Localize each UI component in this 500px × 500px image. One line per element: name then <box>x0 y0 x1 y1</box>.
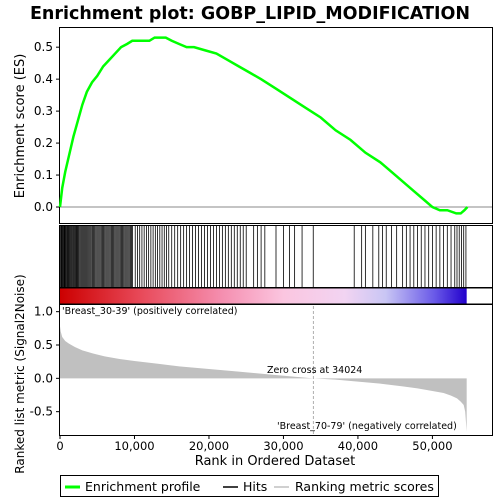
legend-box <box>60 475 439 497</box>
hits-group <box>60 226 467 287</box>
legend-es-label: Enrichment profile <box>85 479 201 494</box>
es-y-tick-label: 0.0 <box>34 200 53 214</box>
es-y-tick-label: 0.2 <box>34 136 53 150</box>
metric-y-label: Ranked list metric (Signal2Noise) <box>13 274 27 473</box>
x-axis: 0 10,000 20,000 30,000 40,000 50,000 <box>56 435 453 453</box>
es-y-tick-label: 0.3 <box>34 104 53 118</box>
es-panel-frame <box>59 27 493 224</box>
x-tick-label: 0 <box>56 439 63 453</box>
es-y-label: Enrichment score (ES) <box>13 54 28 199</box>
metric-y-axis: -0.5 0.0 0.5 1.0 <box>30 305 60 419</box>
legend-metric-label: Ranking metric scores <box>295 479 434 494</box>
es-y-tick-label: 0.4 <box>34 72 53 86</box>
metric-y-tick-label: -0.5 <box>30 405 53 419</box>
metric-panel-frame <box>59 304 493 436</box>
x-tick-label: 20,000 <box>189 439 229 453</box>
negative-label: 'Breast_70-79' (negatively correlated) <box>277 421 457 432</box>
x-tick-label: 50,000 <box>412 439 452 453</box>
es-y-axis: 0.0 0.1 0.2 0.3 0.4 0.5 <box>34 40 60 214</box>
positive-label: 'Breast_30-39' (positively correlated) <box>62 306 238 317</box>
es-y-tick-label: 0.5 <box>34 40 53 54</box>
x-tick-label: 10,000 <box>114 439 154 453</box>
metric-y-tick-label: 1.0 <box>34 305 53 319</box>
metric-y-tick-label: 0.0 <box>34 371 53 385</box>
x-axis-label: Rank in Ordered Dataset <box>195 454 356 469</box>
es-curve <box>58 36 469 215</box>
es-y-tick-label: 0.1 <box>34 168 53 182</box>
rank-gradient-bar <box>60 288 467 304</box>
x-tick-label: 40,000 <box>338 439 378 453</box>
metric-y-tick-label: 0.5 <box>34 338 53 352</box>
chart-title: Enrichment plot: GOBP_LIPID_MODIFICATION <box>30 4 470 24</box>
zero-cross-label: Zero cross at 34024 <box>267 365 362 376</box>
metric-area <box>60 326 467 432</box>
legend-hits-label: Hits <box>243 479 267 494</box>
x-tick-label: 30,000 <box>263 439 303 453</box>
